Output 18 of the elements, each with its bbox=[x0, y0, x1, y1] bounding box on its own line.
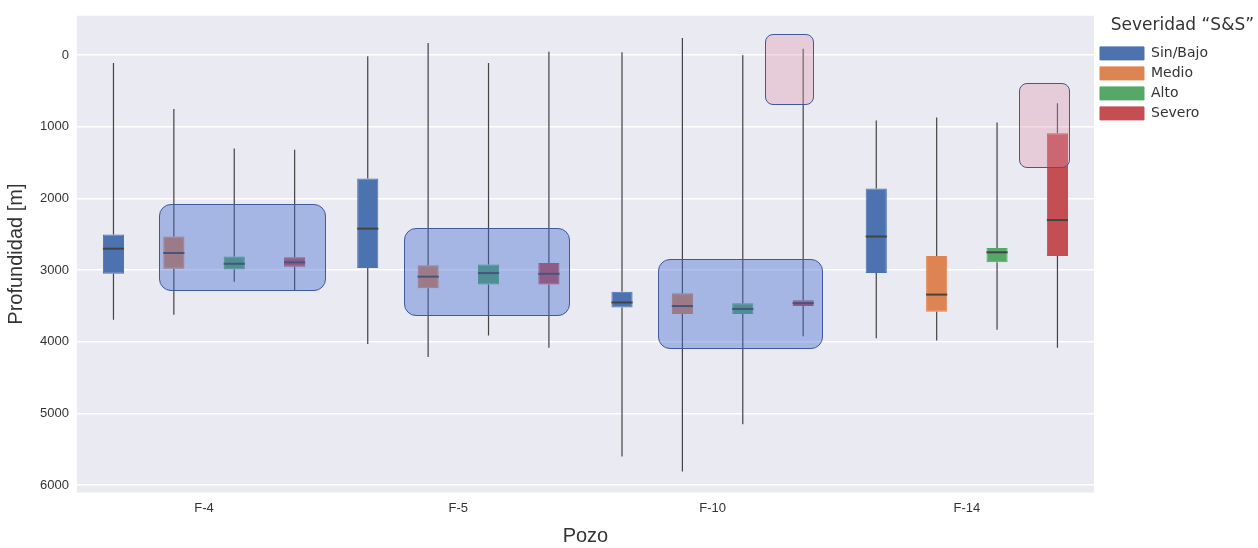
y-tick-label: 5000 bbox=[40, 405, 69, 421]
legend-label: Severo bbox=[1151, 104, 1200, 121]
x-tick-label: F-14 bbox=[953, 499, 981, 515]
y-tick-label: 6000 bbox=[40, 476, 69, 492]
legend-label: Sin/Bajo bbox=[1151, 44, 1209, 61]
x-axis-title: Pozo bbox=[562, 523, 609, 546]
x-tick-label: F-4 bbox=[194, 499, 214, 515]
x-tick-label: F-10 bbox=[699, 499, 726, 515]
legend-title: Severidad “S&S” bbox=[1110, 14, 1254, 34]
y-axis-title: Profundidad [m] bbox=[3, 183, 26, 325]
y-tick-label: 4000 bbox=[40, 333, 69, 349]
y-tick-label: 3000 bbox=[40, 261, 69, 277]
y-tick-label: 1000 bbox=[40, 118, 69, 134]
x-tick-label: F-5 bbox=[448, 499, 469, 515]
legend-label: Alto bbox=[1151, 84, 1179, 101]
y-tick-label: 2000 bbox=[40, 190, 69, 206]
legend-label: Medio bbox=[1151, 64, 1194, 81]
y-tick-label: 0 bbox=[61, 46, 69, 62]
